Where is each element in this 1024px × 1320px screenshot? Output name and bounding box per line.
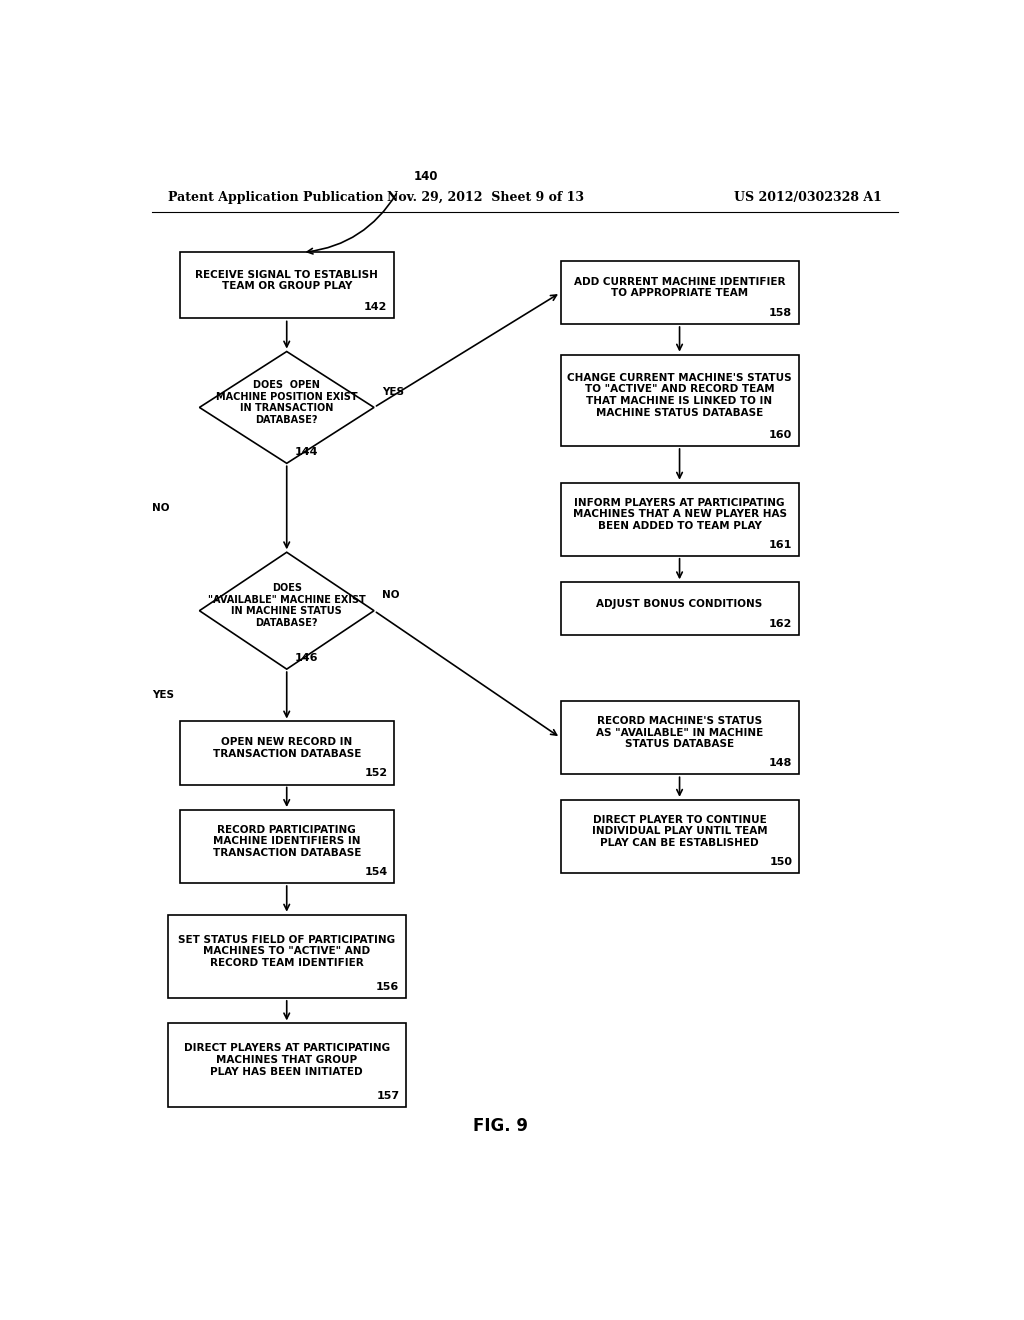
FancyBboxPatch shape <box>168 1023 406 1106</box>
FancyBboxPatch shape <box>179 252 394 318</box>
Text: DOES  OPEN
MACHINE POSITION EXIST
IN TRANSACTION
DATABASE?: DOES OPEN MACHINE POSITION EXIST IN TRAN… <box>216 380 357 425</box>
Text: SET STATUS FIELD OF PARTICIPATING
MACHINES TO "ACTIVE" AND
RECORD TEAM IDENTIFIE: SET STATUS FIELD OF PARTICIPATING MACHIN… <box>178 935 395 968</box>
FancyBboxPatch shape <box>179 722 394 784</box>
FancyBboxPatch shape <box>560 701 799 775</box>
Text: 160: 160 <box>769 430 793 440</box>
Text: 161: 161 <box>769 540 793 549</box>
Text: DIRECT PLAYER TO CONTINUE
INDIVIDUAL PLAY UNTIL TEAM
PLAY CAN BE ESTABLISHED: DIRECT PLAYER TO CONTINUE INDIVIDUAL PLA… <box>592 814 767 847</box>
Text: DIRECT PLAYERS AT PARTICIPATING
MACHINES THAT GROUP
PLAY HAS BEEN INITIATED: DIRECT PLAYERS AT PARTICIPATING MACHINES… <box>183 1043 390 1077</box>
Text: Patent Application Publication: Patent Application Publication <box>168 190 383 203</box>
FancyBboxPatch shape <box>168 915 406 998</box>
Text: RECEIVE SIGNAL TO ESTABLISH
TEAM OR GROUP PLAY: RECEIVE SIGNAL TO ESTABLISH TEAM OR GROU… <box>196 269 378 292</box>
Text: OPEN NEW RECORD IN
TRANSACTION DATABASE: OPEN NEW RECORD IN TRANSACTION DATABASE <box>213 737 360 759</box>
Text: 158: 158 <box>769 308 793 318</box>
FancyBboxPatch shape <box>179 810 394 883</box>
Text: YES: YES <box>152 690 174 701</box>
Text: 144: 144 <box>295 447 318 457</box>
Text: RECORD MACHINE'S STATUS
AS "AVAILABLE" IN MACHINE
STATUS DATABASE: RECORD MACHINE'S STATUS AS "AVAILABLE" I… <box>596 715 763 750</box>
FancyBboxPatch shape <box>560 483 799 556</box>
Text: 156: 156 <box>376 982 399 991</box>
Text: NO: NO <box>152 503 169 512</box>
FancyBboxPatch shape <box>560 355 799 446</box>
Polygon shape <box>200 552 374 669</box>
Text: Nov. 29, 2012  Sheet 9 of 13: Nov. 29, 2012 Sheet 9 of 13 <box>387 190 584 203</box>
Text: 154: 154 <box>365 867 387 876</box>
Text: 157: 157 <box>376 1090 399 1101</box>
FancyBboxPatch shape <box>560 261 799 325</box>
Text: FIG. 9: FIG. 9 <box>473 1117 528 1135</box>
Text: 162: 162 <box>769 619 793 630</box>
Text: ADD CURRENT MACHINE IDENTIFIER
TO APPROPRIATE TEAM: ADD CURRENT MACHINE IDENTIFIER TO APPROP… <box>573 277 785 298</box>
Polygon shape <box>200 351 374 463</box>
Text: ADJUST BONUS CONDITIONS: ADJUST BONUS CONDITIONS <box>596 598 763 609</box>
Text: US 2012/0302328 A1: US 2012/0302328 A1 <box>734 190 882 203</box>
Text: 150: 150 <box>769 857 793 867</box>
Text: DOES
"AVAILABLE" MACHINE EXIST
IN MACHINE STATUS
DATABASE?: DOES "AVAILABLE" MACHINE EXIST IN MACHIN… <box>208 583 366 628</box>
Text: 140: 140 <box>414 170 438 182</box>
FancyBboxPatch shape <box>560 800 799 873</box>
Text: 152: 152 <box>365 768 387 779</box>
Text: 142: 142 <box>365 302 387 313</box>
Text: RECORD PARTICIPATING
MACHINE IDENTIFIERS IN
TRANSACTION DATABASE: RECORD PARTICIPATING MACHINE IDENTIFIERS… <box>213 825 360 858</box>
Text: NO: NO <box>382 590 399 601</box>
Text: 148: 148 <box>769 758 793 768</box>
Text: YES: YES <box>382 387 403 397</box>
Text: 146: 146 <box>295 653 318 663</box>
FancyBboxPatch shape <box>560 582 799 635</box>
Text: INFORM PLAYERS AT PARTICIPATING
MACHINES THAT A NEW PLAYER HAS
BEEN ADDED TO TEA: INFORM PLAYERS AT PARTICIPATING MACHINES… <box>572 498 786 531</box>
Text: CHANGE CURRENT MACHINE'S STATUS
TO "ACTIVE" AND RECORD TEAM
THAT MACHINE IS LINK: CHANGE CURRENT MACHINE'S STATUS TO "ACTI… <box>567 372 792 417</box>
